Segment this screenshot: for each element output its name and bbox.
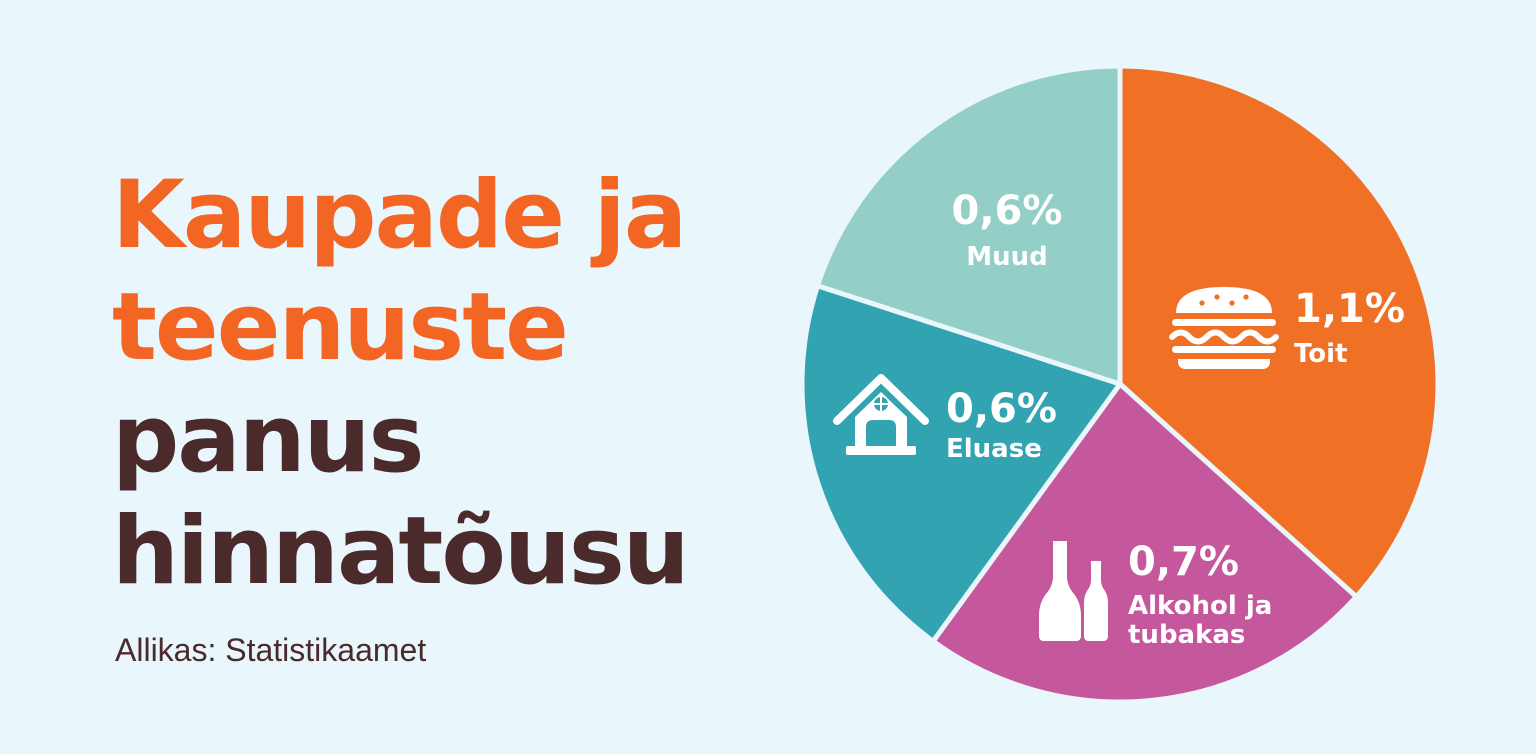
slice-name-alkohol-line-2: tubakas <box>1128 620 1245 650</box>
burger-icon <box>1169 287 1279 369</box>
chart-title: Kaupade ja teenuste panus hinnatõusu <box>112 160 690 608</box>
slice-value-eluase: 0,6% <box>946 386 1057 432</box>
title-line-2: teenuste <box>112 273 569 382</box>
title-line-1: Kaupade ja <box>112 161 687 270</box>
slice-name-muud: Muud <box>966 242 1048 272</box>
pie-slice-4 <box>815 63 1123 387</box>
bottles-icon <box>1039 541 1108 641</box>
slice-name-eluase: Eluase <box>946 434 1042 464</box>
title-line-3: panus <box>112 385 425 494</box>
slice-label-muud: 0,6% Muud <box>952 188 1063 272</box>
slice-name-toit: Toit <box>1294 339 1348 369</box>
house-icon <box>833 374 929 455</box>
slice-value-toit: 1,1% <box>1294 286 1405 332</box>
source-note: Allikas: Statistikaamet <box>115 632 427 668</box>
slice-value-alkohol: 0,7% <box>1128 539 1239 585</box>
title-line-4: hinnatõusu <box>112 497 690 606</box>
slice-label-alkohol: 0,7% Alkohol ja tubakas <box>1039 539 1272 650</box>
pie-slice-1 <box>1117 63 1441 600</box>
slice-name-alkohol-line-1: Alkohol ja <box>1128 591 1272 621</box>
pie-slices <box>799 63 1441 705</box>
pie-slice-2 <box>930 381 1359 705</box>
slice-label-toit: 1,1% Toit <box>1169 286 1405 369</box>
slice-label-eluase: 0,6% Eluase <box>833 374 1057 464</box>
slice-value-muud: 0,6% <box>952 188 1063 234</box>
